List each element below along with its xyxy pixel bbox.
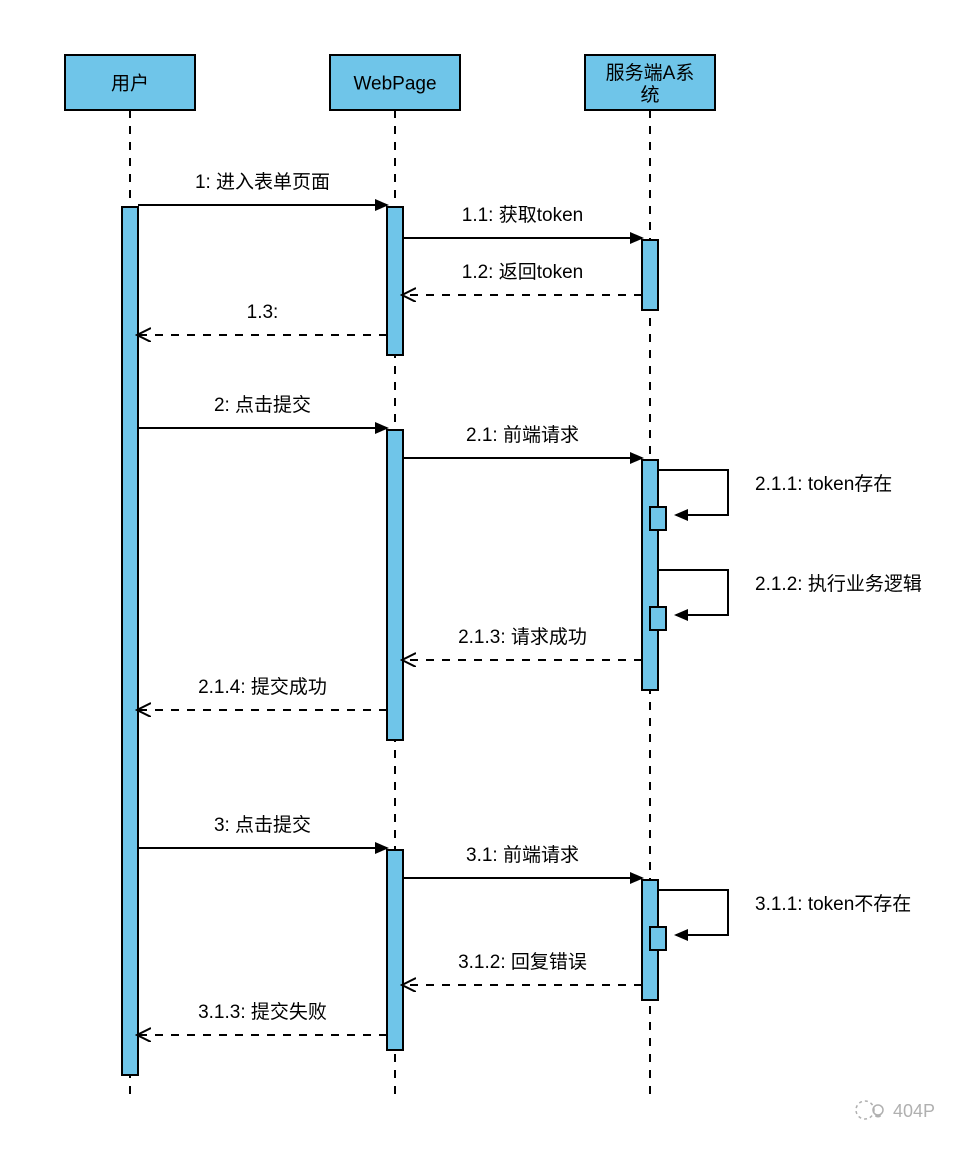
message-self-7 xyxy=(658,570,728,615)
message-label-14: 3.1.3: 提交失败 xyxy=(198,1001,327,1023)
message-label-4: 2: 点击提交 xyxy=(214,394,311,416)
participant-label-user: 用户 xyxy=(111,73,149,95)
message-label-8: 2.1.3: 请求成功 xyxy=(458,626,587,648)
message-label-2: 1.2: 返回token xyxy=(462,261,583,283)
message-self-12 xyxy=(658,890,728,935)
watermark: 404P xyxy=(856,1101,935,1121)
message-label-9: 2.1.4: 提交成功 xyxy=(198,676,327,698)
activation-webpage xyxy=(387,207,403,355)
activation-server xyxy=(650,927,666,950)
message-label-12: 3.1.1: token不存在 xyxy=(755,893,911,915)
message-label-1: 1.1: 获取token xyxy=(462,204,583,226)
activation-server xyxy=(650,607,666,630)
message-label-10: 3: 点击提交 xyxy=(214,814,311,836)
message-label-0: 1: 进入表单页面 xyxy=(195,171,330,193)
participant-label-server-2: 统 xyxy=(640,84,659,106)
activation-server xyxy=(642,240,658,310)
message-label-6: 2.1.1: token存在 xyxy=(755,473,892,495)
activation-webpage xyxy=(387,430,403,740)
message-self-6 xyxy=(658,470,728,515)
message-label-11: 3.1: 前端请求 xyxy=(466,844,579,866)
message-label-3: 1.3: xyxy=(247,302,279,323)
sequence-diagram: 用户 WebPage 服务端A系统 1: 进入表单页面 1.1: 获取token 1.2:… xyxy=(0,0,970,1150)
activation-server xyxy=(650,507,666,530)
activation-server xyxy=(642,460,658,690)
message-label-5: 2.1: 前端请求 xyxy=(466,424,579,446)
watermark-text: 404P xyxy=(893,1101,935,1121)
activation-webpage xyxy=(387,850,403,1050)
participant-label-webpage: WebPage xyxy=(353,74,436,95)
activation-user xyxy=(122,207,138,1075)
message-label-7: 2.1.2: 执行业务逻辑 xyxy=(755,573,922,595)
participant-label-server: 服务端A系 xyxy=(606,62,695,84)
message-label-13: 3.1.2: 回复错误 xyxy=(458,951,587,973)
